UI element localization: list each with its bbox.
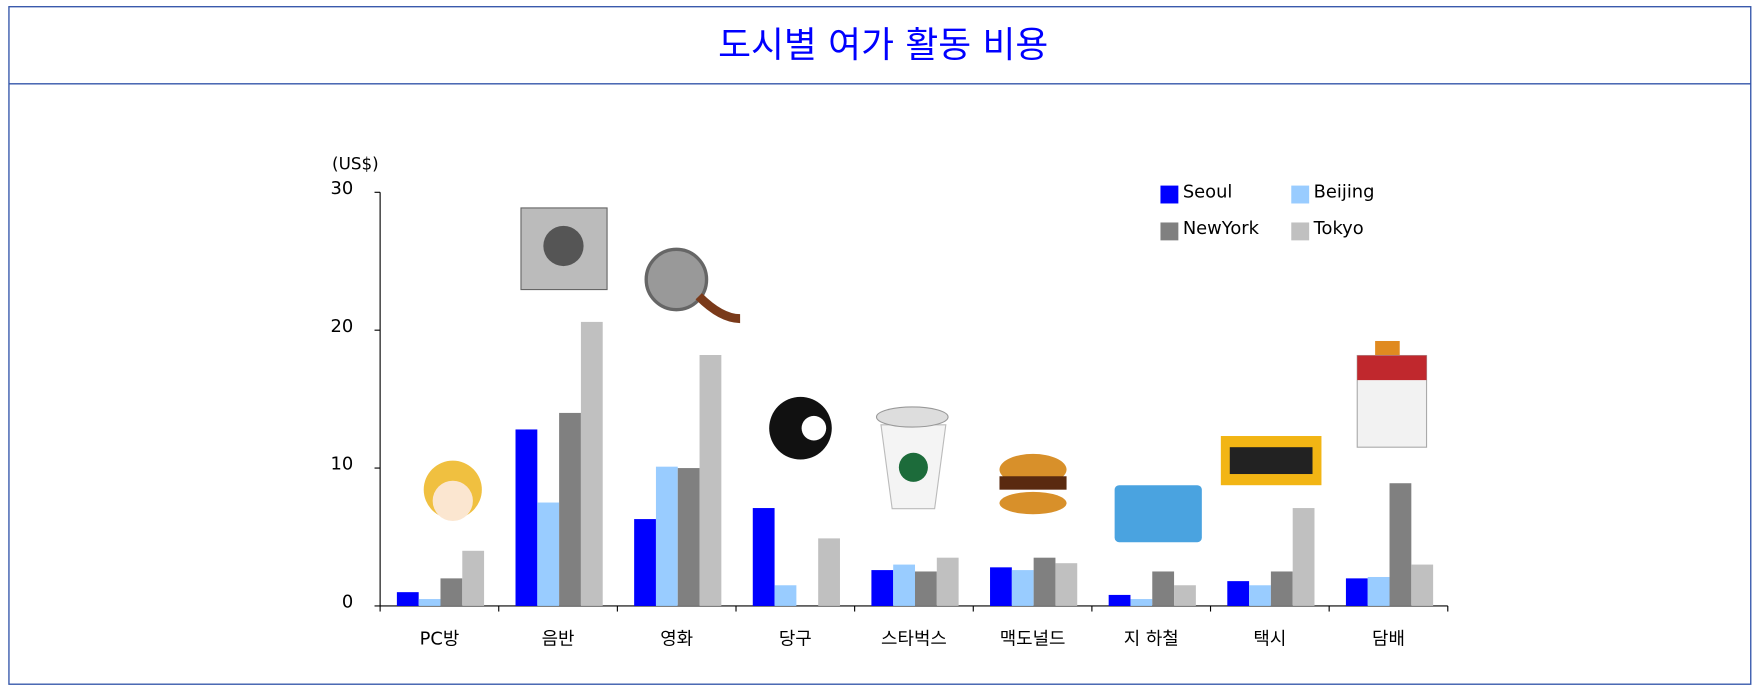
x-tick-label: PC방: [420, 628, 460, 649]
icon-coffee-logo: [898, 452, 928, 482]
bar: [1055, 563, 1078, 606]
x-tick-label: 영화: [660, 628, 693, 649]
x-tick-label: 당구: [779, 628, 812, 649]
icon-burger-patty: [999, 476, 1067, 490]
bar: [1270, 571, 1293, 606]
legend-swatch: [1160, 222, 1179, 241]
bar: [580, 321, 603, 606]
bar: [1152, 571, 1175, 606]
bar: [462, 550, 485, 606]
bar: [1249, 585, 1271, 606]
icon-film: [644, 247, 709, 312]
bar: [699, 354, 722, 606]
bar: [936, 557, 959, 606]
bar: [774, 585, 797, 606]
bar: [1174, 585, 1196, 606]
bar: [440, 578, 463, 606]
x-tick-label: 지 하철: [1124, 628, 1179, 649]
icon-film-strip: [695, 293, 741, 324]
bar: [1011, 570, 1034, 606]
legend-swatch: [1291, 222, 1310, 241]
bar: [515, 429, 538, 606]
bar: [871, 570, 894, 606]
y-tick-label: 30: [331, 178, 354, 199]
y-tick-label: 10: [331, 454, 354, 475]
bar: [1227, 581, 1250, 606]
x-tick-label: 스타벅스: [881, 628, 947, 649]
bar: [677, 468, 700, 606]
bar: [1033, 557, 1056, 606]
legend-label: Beijing: [1314, 181, 1375, 202]
legend-label: NewYork: [1183, 218, 1260, 239]
icons: [423, 207, 1428, 543]
icon-album-face: [543, 225, 584, 267]
legend-swatch: [1291, 185, 1310, 204]
bar: [634, 519, 656, 606]
x-tick-label: 음반: [542, 628, 575, 649]
icon-ball: [769, 396, 832, 460]
icon-pack-top: [1357, 355, 1427, 381]
y-tick-label: 20: [331, 316, 354, 337]
bar: [1345, 578, 1368, 606]
legend-label: Seoul: [1183, 181, 1233, 202]
icon-pc-face: [432, 480, 473, 521]
bar: [1389, 483, 1412, 606]
icon-ball-spot: [801, 415, 827, 441]
bar: [396, 592, 419, 606]
bar: [655, 466, 678, 606]
chart-title: 도시별 여가 활동 비용: [718, 25, 1048, 66]
bar: [1411, 564, 1434, 606]
icon-coffee-lid: [875, 406, 949, 428]
icon-taxi-sign: [1229, 447, 1313, 475]
bar: [990, 567, 1012, 606]
x-tick-label: 택시: [1253, 628, 1286, 649]
bar: [818, 538, 840, 606]
bar: [537, 502, 560, 606]
x-tick-label: 맥도널드: [1000, 628, 1066, 649]
bar: [1367, 576, 1390, 606]
bar: [915, 571, 937, 606]
icon-burger-base: [999, 491, 1067, 515]
bar: [1108, 594, 1131, 606]
frame: [8, 6, 1752, 685]
icon-card: [1114, 485, 1202, 543]
bar: [893, 564, 916, 606]
x-tick-label: 담배: [1372, 628, 1405, 649]
legend-swatch: [1160, 185, 1179, 204]
bar: [752, 508, 775, 606]
y-axis-label: (US$): [332, 153, 379, 173]
legend-label: Tokyo: [1313, 218, 1364, 239]
bar: [418, 599, 441, 606]
bar: [1130, 599, 1153, 606]
y-tick-label: 0: [342, 592, 353, 613]
bar: [559, 412, 581, 606]
bar: [1292, 508, 1315, 606]
